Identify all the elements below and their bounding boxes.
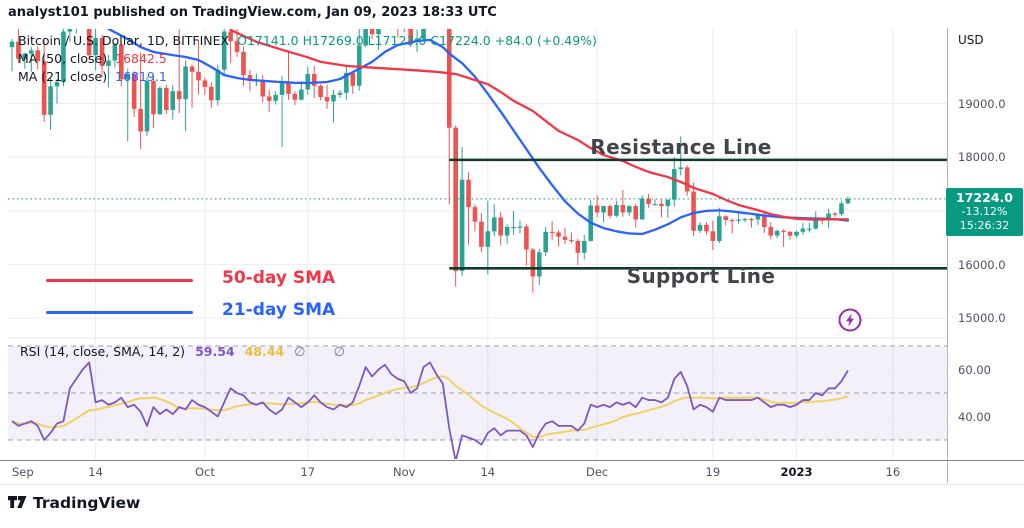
price-tick-label: 16000.0 (958, 257, 1006, 272)
time-tick-label: 17 (300, 464, 316, 479)
time-tick-label: 16 (885, 464, 901, 479)
publish-caption: analyst101 published on TradingView.com,… (8, 5, 497, 20)
time-tick-label: Dec (585, 464, 609, 479)
tradingview-logo[interactable]: TradingView (8, 494, 140, 512)
time-tick-label: 14 (88, 464, 103, 479)
ma21-legend-row: MA (21, close) 16819.1 (18, 68, 597, 86)
sma50-legend-label: 50-day SMA (222, 268, 336, 288)
time-tick-label: Nov (392, 464, 416, 479)
time-tick-label: Sep (12, 464, 34, 479)
time-tick-label: 19 (705, 464, 721, 479)
price-scale[interactable] (947, 28, 1024, 483)
price-tick-label: 15000.0 (958, 311, 1006, 326)
ma50-legend-row: MA (50, close) 16842.5 (18, 50, 597, 68)
rsi-empty-values: ∅ ∅ (294, 345, 357, 360)
ma50-value: 16842.5 (115, 51, 167, 66)
symbol-legend[interactable]: Bitcoin / U.S. Dollar, 1D, BITFINEX O171… (18, 32, 597, 86)
sma50-line-swatch (46, 279, 193, 282)
price-tick-label: 19000.0 (958, 96, 1006, 111)
tradingview-glyph-icon (8, 496, 27, 508)
symbol-row: Bitcoin / U.S. Dollar, 1D, BITFINEX O171… (18, 32, 597, 50)
badge-countdown: 15:26:32 (959, 218, 1010, 232)
sma21-legend-label: 21-day SMA (222, 300, 336, 320)
ma21-label: MA (21, close) (18, 69, 108, 84)
time-scale[interactable] (0, 460, 1024, 485)
rsi-ma-value: 48.44 (244, 344, 285, 359)
symbol-title: Bitcoin / U.S. Dollar, 1D, BITFINEX (18, 33, 230, 48)
rsi-legend[interactable]: RSI (14, close, SMA, 14, 2) 59.54 48.44 … (20, 344, 357, 360)
sma21-line-swatch (46, 311, 193, 314)
last-price-badge: 17224.0 -13.12% 15:26:32 (946, 187, 1023, 236)
rsi-label: RSI (14, close, SMA, 14, 2) (20, 344, 186, 359)
support-label: Support Line (626, 264, 776, 288)
badge-price: 17224.0 (956, 189, 1013, 205)
rsi-value: 59.54 (195, 344, 235, 359)
rsi-tick-label: 60.00 (958, 362, 991, 377)
badge-change: -13.12% (961, 204, 1008, 218)
flash-icon-button[interactable] (836, 306, 864, 334)
rsi-tick-label: 40.00 (958, 409, 991, 424)
price-axis-unit: USD (958, 33, 984, 47)
ohlc-values: O17141.0 H17269.0 L17123.0 C17224.0 +84.… (237, 33, 597, 48)
price-tick-label: 18000.0 (958, 150, 1006, 165)
lightning-icon (838, 308, 862, 332)
time-tick-label: 14 (480, 464, 496, 479)
ma21-value: 16819.1 (115, 69, 167, 84)
time-tick-label: 2023 (780, 464, 813, 479)
resistance-label: Resistance Line (590, 135, 772, 159)
time-tick-label: Oct (194, 464, 215, 479)
ma50-label: MA (50, close) (18, 51, 108, 66)
tradingview-brand-text: TradingView (33, 494, 141, 512)
